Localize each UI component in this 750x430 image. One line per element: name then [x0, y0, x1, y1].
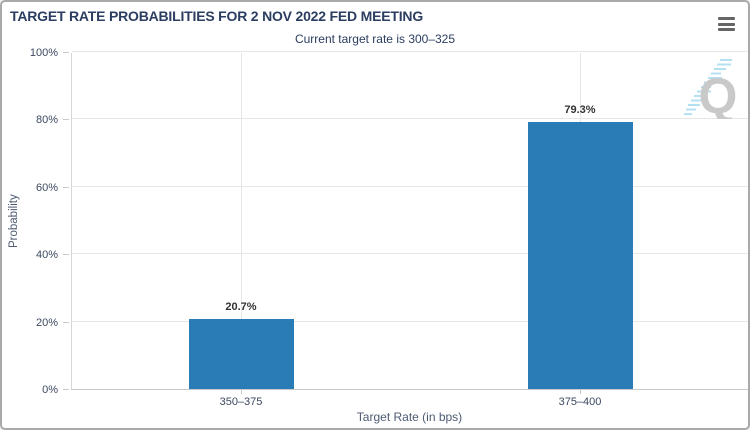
bar-375–400[interactable]	[528, 122, 633, 389]
bar-value-label: 79.3%	[564, 104, 596, 116]
x-axis-tick-mark	[580, 389, 581, 394]
gridline-horizontal	[72, 118, 748, 119]
hamburger-bar	[718, 22, 735, 26]
y-axis-tick-label: 20%	[35, 317, 58, 329]
hamburger-bar	[718, 28, 735, 31]
x-axis-category-label: 350–375	[219, 396, 263, 408]
hamburger-menu-icon[interactable]	[718, 16, 738, 32]
y-axis-tick-mark	[63, 254, 69, 255]
y-axis-tick-label: 40%	[35, 249, 58, 261]
x-axis-category-label: 375–400	[558, 396, 602, 408]
chart-subtitle: Current target rate is 300–325	[294, 32, 456, 46]
x-axis-title: Target Rate (in bps)	[356, 410, 463, 424]
y-axis-tick-mark	[63, 322, 69, 323]
gridline-horizontal	[72, 321, 748, 322]
gridline-horizontal	[72, 51, 748, 52]
y-axis-tick-label: 0%	[42, 384, 58, 396]
y-axis-tick-label: 100%	[29, 47, 58, 59]
y-axis: 0% 20% 40% 60% 80% 100%	[2, 47, 70, 396]
hamburger-bar	[718, 17, 735, 20]
bar-350–375[interactable]	[189, 319, 294, 389]
y-axis-tick-mark	[63, 52, 69, 53]
x-axis-tick-mark	[241, 389, 242, 394]
y-axis-tick-label: 80%	[35, 114, 58, 126]
plot-area: 20.7% 350–375 79.3% 375–400	[71, 51, 748, 408]
gridline-horizontal	[72, 253, 748, 254]
gridline-horizontal	[72, 186, 748, 187]
y-axis-tick-mark	[63, 187, 69, 188]
chart-title: TARGET RATE PROBABILITIES FOR 2 NOV 2022…	[10, 8, 424, 24]
y-axis-tick-label: 60%	[35, 182, 58, 194]
y-axis-tick-mark	[63, 119, 69, 120]
y-axis-tick-mark	[63, 389, 69, 390]
gridline-vertical	[241, 53, 242, 389]
bar-value-label: 20.7%	[225, 301, 257, 313]
